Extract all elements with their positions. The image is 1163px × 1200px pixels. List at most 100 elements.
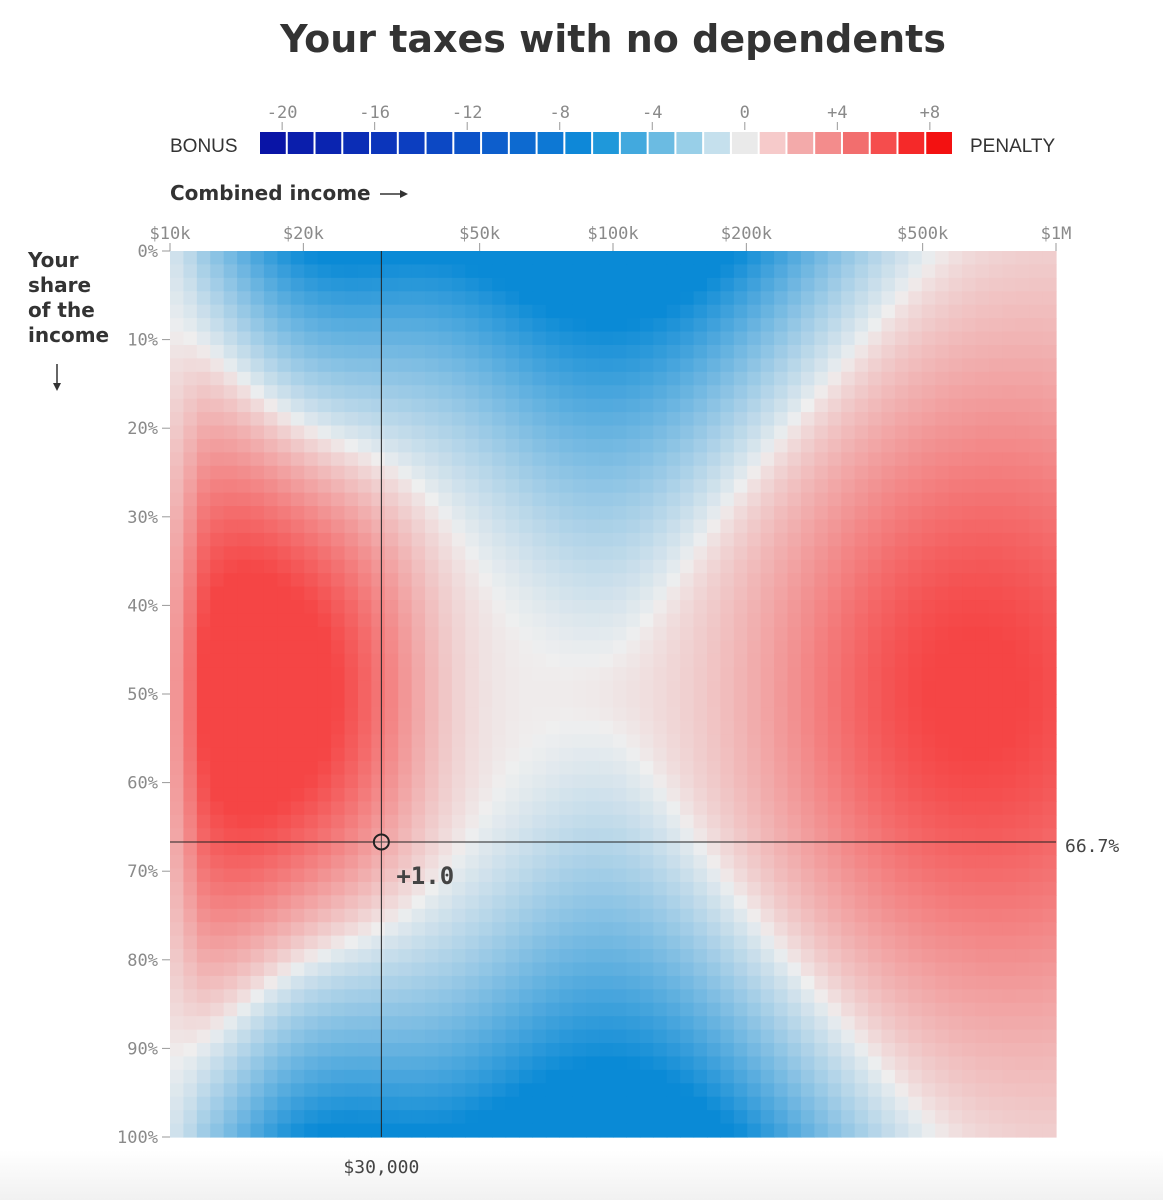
- heatmap-cell: [559, 398, 574, 413]
- heatmap-cell: [317, 1096, 332, 1111]
- heatmap-cell: [438, 304, 453, 319]
- heatmap-cell: [921, 479, 936, 494]
- heatmap-cell: [384, 855, 399, 870]
- heatmap-cell: [854, 949, 869, 964]
- heatmap-cell: [572, 1123, 587, 1138]
- heatmap-cell: [572, 895, 587, 910]
- heatmap-cell: [706, 331, 721, 346]
- heatmap-cell: [465, 694, 480, 709]
- heatmap-cell: [733, 600, 748, 615]
- heatmap-cell: [733, 694, 748, 709]
- heatmap-cell: [411, 653, 426, 668]
- heatmap-cell: [425, 331, 440, 346]
- heatmap-cell: [304, 680, 319, 695]
- heatmap-cell: [317, 908, 332, 923]
- heatmap-cell: [894, 881, 909, 896]
- heatmap-cell: [237, 640, 252, 655]
- heatmap-cell: [613, 613, 628, 628]
- heatmap-cell: [948, 1002, 963, 1017]
- heatmap-cell: [559, 908, 574, 923]
- heatmap-cell: [210, 492, 225, 507]
- heatmap-cell: [787, 251, 802, 266]
- heatmap-grid[interactable]: [170, 251, 1057, 1138]
- heatmap-cell: [613, 868, 628, 883]
- heatmap-cell: [505, 962, 520, 977]
- heatmap-cell: [183, 774, 198, 789]
- heatmap-cell: [1029, 774, 1044, 789]
- heatmap-cell: [988, 828, 1003, 843]
- heatmap-cell: [586, 291, 601, 306]
- heatmap-cell: [170, 573, 185, 588]
- heatmap-cell: [747, 1083, 762, 1098]
- heatmap-cell: [519, 774, 534, 789]
- heatmap-cell: [465, 251, 480, 266]
- heatmap-cell: [317, 1110, 332, 1125]
- heatmap-cell: [196, 881, 211, 896]
- heatmap-cell: [747, 559, 762, 574]
- heatmap-cell: [680, 344, 695, 359]
- heatmap-cell: [465, 1083, 480, 1098]
- heatmap-cell: [559, 1056, 574, 1071]
- heatmap-cell: [774, 640, 789, 655]
- heatmap-cell: [183, 1002, 198, 1017]
- heatmap-cell: [384, 694, 399, 709]
- heatmap-cell: [613, 600, 628, 615]
- heatmap-cell: [599, 949, 614, 964]
- crosshair[interactable]: +1.066.7%$30,000: [170, 251, 1119, 1178]
- heatmap-cell: [545, 626, 560, 641]
- heatmap-cell: [680, 828, 695, 843]
- heatmap-cell: [1042, 291, 1057, 306]
- heatmap-cell: [774, 344, 789, 359]
- heatmap-cell: [250, 304, 265, 319]
- heatmap-cell: [760, 586, 775, 601]
- heatmap-cell: [438, 600, 453, 615]
- heatmap-cell: [988, 559, 1003, 574]
- heatmap-cell: [1002, 962, 1017, 977]
- heatmap-cell: [519, 1110, 534, 1125]
- heatmap-cell: [223, 1083, 238, 1098]
- heatmap-cell: [894, 1123, 909, 1138]
- heatmap-cell: [250, 264, 265, 279]
- heatmap-cell: [774, 546, 789, 561]
- heatmap-cell: [948, 251, 963, 266]
- heatmap-cell: [975, 385, 990, 400]
- heatmap-cell: [639, 371, 654, 386]
- heatmap-cell: [196, 667, 211, 682]
- heatmap-cell: [304, 1110, 319, 1125]
- heatmap-cell: [666, 398, 681, 413]
- heatmap-cell: [814, 774, 829, 789]
- heatmap-cell: [908, 479, 923, 494]
- heatmap-cell: [344, 1016, 359, 1031]
- heatmap-cell: [1002, 761, 1017, 776]
- heatmap-cell: [720, 532, 735, 547]
- heatmap-cell: [962, 1056, 977, 1071]
- heatmap-cell: [908, 680, 923, 695]
- heatmap-cell: [304, 398, 319, 413]
- heatmap-cell: [357, 653, 372, 668]
- heatmap-cell: [277, 720, 292, 735]
- heatmap-cell: [626, 855, 641, 870]
- heatmap-cell: [263, 814, 278, 829]
- heatmap-cell: [774, 251, 789, 266]
- heatmap-cell: [572, 653, 587, 668]
- heatmap-cell: [519, 1069, 534, 1084]
- heatmap-cell: [680, 895, 695, 910]
- selection-marker[interactable]: [372, 833, 390, 851]
- heatmap-cell: [1015, 532, 1030, 547]
- heatmap-cell: [250, 787, 265, 802]
- heatmap-cell: [747, 1002, 762, 1017]
- heatmap-cell: [733, 251, 748, 266]
- heatmap-cell: [626, 385, 641, 400]
- heatmap-cell: [451, 546, 466, 561]
- heatmap-cell: [639, 264, 654, 279]
- heatmap-cell: [666, 1002, 681, 1017]
- heatmap-cell: [250, 358, 265, 373]
- heatmap-cell: [626, 559, 641, 574]
- heatmap-cell: [706, 1110, 721, 1125]
- heatmap-cell: [962, 989, 977, 1004]
- heatmap-cell: [210, 868, 225, 883]
- heatmap-cell: [250, 734, 265, 749]
- heatmap-cell: [478, 586, 493, 601]
- heatmap-cell: [196, 1056, 211, 1071]
- heatmap-cell: [948, 600, 963, 615]
